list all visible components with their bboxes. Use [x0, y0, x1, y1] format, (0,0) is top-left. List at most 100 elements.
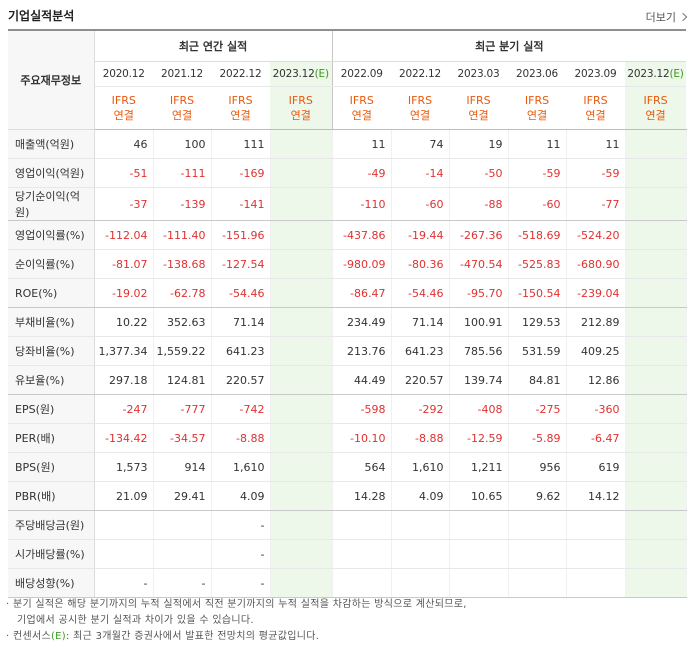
- value-cell: [566, 510, 626, 540]
- value-cell: [331, 539, 392, 569]
- value-cell: -138.68: [153, 249, 212, 279]
- basis-standard: IFRS: [228, 94, 253, 107]
- table-row: PER(배) -134.42 -34.57 -8.88 -10.10 -8.88 -12.5…: [8, 423, 687, 453]
- footnote-consensus-text: : 최근 3개월간 증권사에서 발표한 전망치의 평균값입니다.: [66, 631, 320, 642]
- table-row: 주당배당금(원) -: [8, 510, 687, 540]
- value-cell: 1,573: [94, 452, 154, 482]
- value-cell: 641.23: [211, 336, 271, 366]
- value-cell: [625, 278, 687, 308]
- table-row: 시가배당률(%) -: [8, 539, 687, 569]
- quarter-group-header: 최근 분기 실적: [331, 29, 687, 62]
- value-cell: [449, 510, 509, 540]
- value-cell: 10.22: [94, 307, 154, 337]
- value-cell: [270, 249, 333, 279]
- footnote-consensus: · 컨센서스(E): 최근 3개월간 증권사에서 발표한 전망치의 평균값입니다…: [6, 629, 467, 645]
- value-cell: -360: [566, 394, 626, 424]
- basis-standard: IFRS: [349, 94, 374, 107]
- value-cell: 129.53: [508, 307, 567, 337]
- value-cell: [625, 452, 687, 482]
- value-cell: -680.90: [566, 249, 626, 279]
- estimate-mark: (E): [50, 631, 66, 642]
- value-cell: -524.20: [566, 220, 626, 250]
- table-row: 부채비율(%) 10.22 352.63 71.14 234.49 71.14 100.91…: [8, 307, 687, 337]
- value-cell: -19.02: [94, 278, 154, 308]
- value-cell: 1,211: [449, 452, 509, 482]
- value-cell: 111: [211, 129, 271, 159]
- value-cell: 19: [449, 129, 509, 159]
- value-cell: [449, 539, 509, 569]
- value-cell: -292: [391, 394, 450, 424]
- value-cell: -111: [153, 158, 212, 188]
- value-cell: -34.57: [153, 423, 212, 453]
- row-label: EPS(원): [8, 394, 95, 424]
- value-cell: 11: [508, 129, 567, 159]
- value-cell: [270, 510, 333, 540]
- value-cell: -151.96: [211, 220, 271, 250]
- value-cell: 100: [153, 129, 212, 159]
- value-cell: -37: [94, 187, 154, 221]
- value-cell: -169: [211, 158, 271, 188]
- basis-scope: 연결: [409, 109, 431, 122]
- value-cell: [625, 539, 687, 569]
- value-cell: -141: [211, 187, 271, 221]
- value-cell: 12.86: [566, 365, 626, 395]
- table-row: 당좌비율(%) 1,377.34 1,559.22 641.23 213.76 641.2…: [8, 336, 687, 366]
- period-header: 2023.03: [449, 61, 509, 87]
- value-cell: -8.88: [211, 423, 271, 453]
- section-title: 기업실적분석: [8, 9, 75, 23]
- value-cell: [566, 539, 626, 569]
- value-cell: [270, 220, 333, 250]
- value-cell: [625, 568, 687, 598]
- period-header: 2021.12: [153, 61, 211, 87]
- value-cell: [566, 568, 626, 598]
- value-cell: -980.09: [331, 249, 392, 279]
- value-cell: [625, 510, 687, 540]
- value-cell: -81.07: [94, 249, 154, 279]
- basis-header: IFRS 연결: [270, 86, 333, 130]
- table-row: PBR(배) 21.09 29.41 4.09 14.28 4.09 10.65 9.62 14…: [8, 481, 687, 511]
- row-label: PER(배): [8, 423, 95, 453]
- period-label: 2022.12: [219, 68, 262, 80]
- value-cell: 564: [331, 452, 392, 482]
- footnote-quarter-cont: 기업에서 공시한 분기 실적과 차이가 있을 수 있습니다.: [17, 615, 254, 626]
- estimate-mark: (E): [669, 68, 684, 80]
- value-cell: 956: [508, 452, 567, 482]
- value-cell: -239.04: [566, 278, 626, 308]
- period-label: 2023.09: [574, 68, 617, 80]
- value-cell: -62.78: [153, 278, 212, 308]
- more-link[interactable]: 더보기: [645, 9, 688, 25]
- value-cell: -408: [449, 394, 509, 424]
- value-cell: [270, 539, 333, 569]
- period-header: 2022.12: [211, 61, 270, 87]
- value-cell: -111.40: [153, 220, 212, 250]
- value-cell: [270, 158, 333, 188]
- basis-standard: IFRS: [524, 94, 550, 107]
- value-cell: [270, 307, 333, 337]
- annual-group-header: 최근 연간 실적: [94, 29, 333, 62]
- value-cell: [449, 568, 509, 598]
- basis-standard: IFRS: [407, 94, 433, 107]
- footnotes: · 분기 실적은 해당 분기까지의 누적 실적에서 직전 분기까지의 누적 실적…: [6, 597, 467, 645]
- value-cell: -51: [94, 158, 154, 188]
- basis-scope: 연결: [526, 109, 548, 122]
- value-cell: [94, 539, 154, 569]
- value-cell: -139: [153, 187, 212, 221]
- value-cell: [94, 510, 154, 540]
- value-cell: 619: [566, 452, 626, 482]
- basis-scope: 연결: [113, 109, 134, 122]
- value-cell: [625, 249, 687, 279]
- period-label: 2023.12: [627, 68, 670, 80]
- basis-scope: 연결: [645, 109, 666, 122]
- value-cell: -19.44: [391, 220, 450, 250]
- value-cell: [625, 187, 687, 221]
- value-cell: -247: [94, 394, 154, 424]
- value-cell: -14: [391, 158, 450, 188]
- value-cell: -: [211, 510, 271, 540]
- value-cell: -110: [331, 187, 392, 221]
- period-header: 2023.09: [566, 61, 626, 87]
- value-cell: [270, 336, 333, 366]
- more-label: 더보기: [645, 11, 676, 24]
- basis-header: IFRS 연결: [153, 86, 211, 130]
- basis-header: IFRS 연결: [449, 86, 509, 130]
- value-cell: 9.62: [508, 481, 567, 511]
